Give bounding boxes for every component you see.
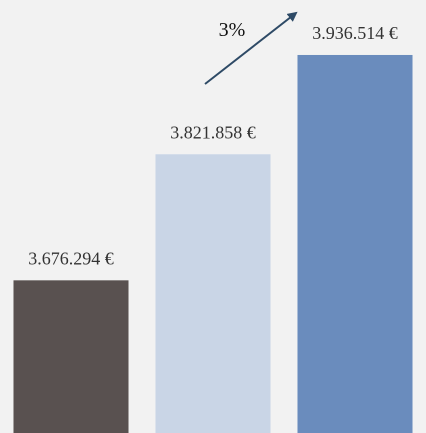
value-label: 3.936.514 €	[312, 23, 398, 43]
bar	[13, 280, 129, 433]
value-label: 3.821.858 €	[170, 122, 256, 142]
trend-arrow	[204, 11, 298, 85]
annotation: 3%	[219, 19, 246, 41]
value-label: 3.676.294 €	[28, 248, 114, 268]
bar	[155, 154, 271, 433]
bar	[297, 54, 413, 433]
